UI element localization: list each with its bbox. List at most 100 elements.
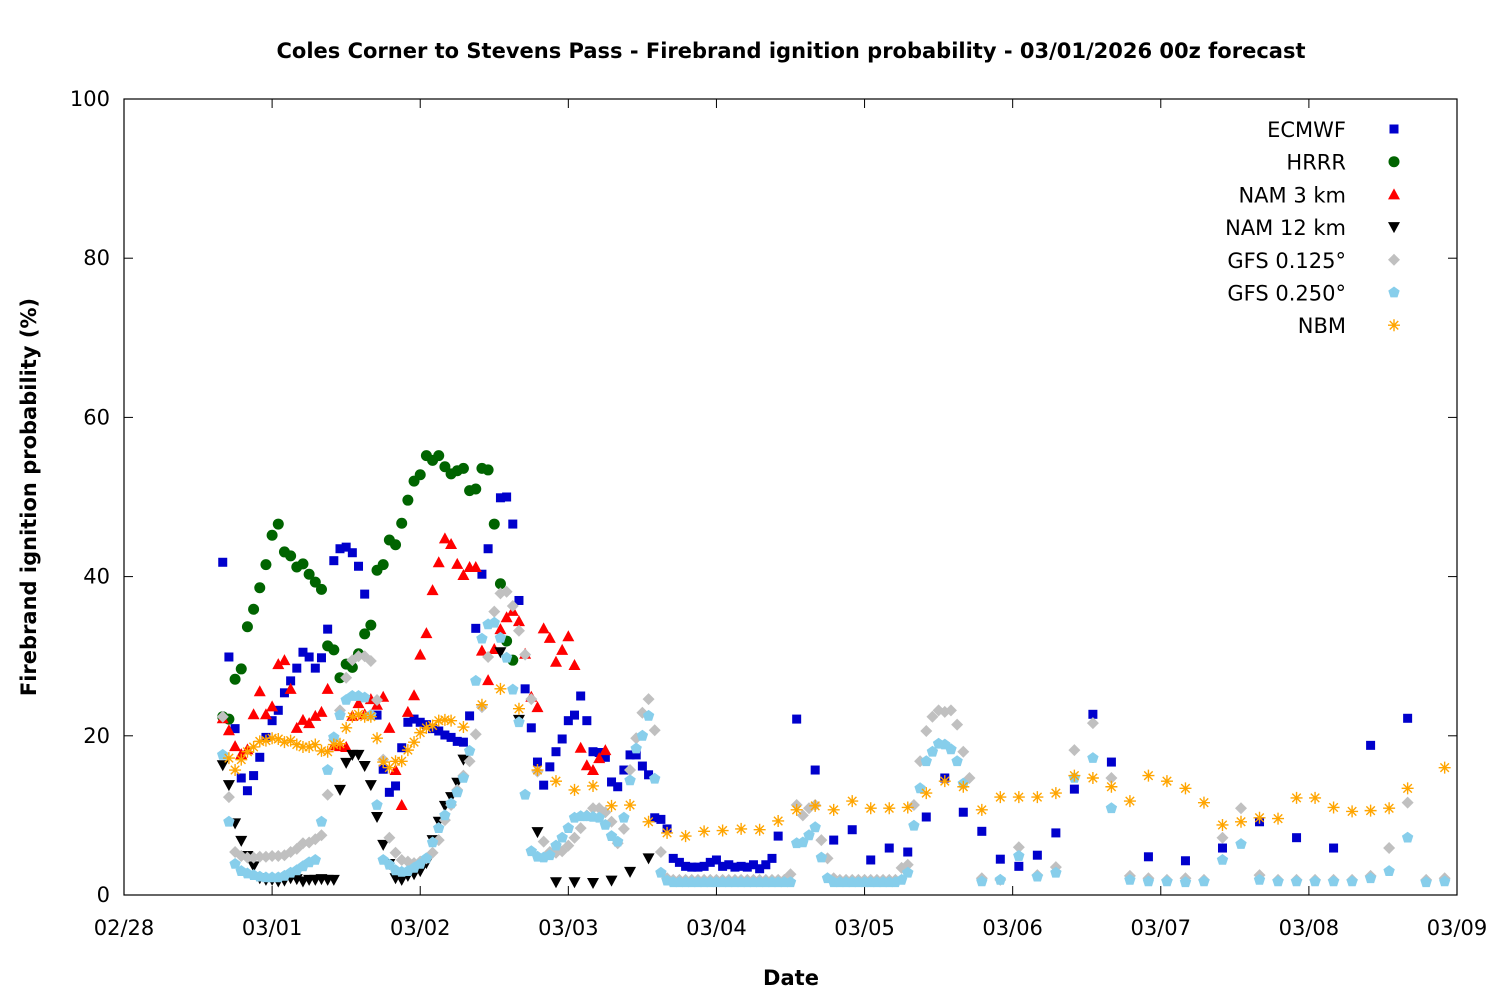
- data-point: [309, 709, 322, 721]
- data-point: [315, 815, 328, 827]
- x-axis-label: Date: [763, 966, 819, 990]
- data-point: [1290, 791, 1303, 804]
- data-point: [920, 755, 932, 767]
- data-point: [390, 539, 402, 551]
- data-point: [568, 658, 581, 670]
- data-point: [512, 615, 525, 627]
- data-point: [883, 802, 896, 815]
- data-point: [724, 860, 734, 870]
- data-point: [636, 729, 649, 741]
- data-point: [255, 752, 265, 762]
- data-point: [364, 654, 377, 667]
- data-point: [549, 877, 562, 889]
- data-point: [222, 752, 235, 765]
- data-point: [556, 643, 569, 655]
- data-point: [457, 569, 470, 581]
- data-point: [445, 537, 458, 549]
- data-point: [551, 747, 561, 757]
- x-tick-label: 03/03: [538, 916, 599, 940]
- data-point: [617, 822, 630, 835]
- data-point: [500, 651, 513, 663]
- data-point: [488, 518, 500, 530]
- data-point: [655, 866, 667, 878]
- data-point: [846, 795, 859, 808]
- data-point: [809, 821, 821, 833]
- data-point: [439, 461, 451, 473]
- data-point: [1086, 717, 1099, 730]
- data-point: [1180, 856, 1190, 866]
- x-axis: 02/28 03/01 03/02 03/03 03/04 03/05 03/06 03/07…: [94, 99, 1487, 940]
- data-point: [568, 783, 581, 796]
- data-point: [253, 850, 266, 863]
- data-point: [230, 724, 240, 734]
- data-point: [1014, 861, 1024, 871]
- data-point: [1032, 850, 1042, 860]
- data-point: [624, 799, 637, 812]
- data-point: [452, 736, 462, 746]
- data-point: [977, 826, 987, 836]
- data-point: [482, 464, 494, 476]
- data-point: [1031, 870, 1044, 882]
- data-point: [284, 734, 297, 747]
- data-point: [792, 714, 802, 724]
- data-point: [1142, 875, 1155, 887]
- data-point: [470, 483, 482, 495]
- data-point: [401, 705, 414, 717]
- data-point: [365, 619, 377, 631]
- data-point: [488, 605, 501, 618]
- data-point: [477, 569, 487, 579]
- data-point: [644, 770, 654, 780]
- data-point: [1403, 713, 1413, 723]
- data-point: [389, 755, 402, 768]
- data-point: [605, 799, 618, 812]
- data-point: [631, 750, 641, 760]
- data-point: [426, 584, 439, 596]
- data-point: [247, 861, 260, 873]
- legend-label: NAM 3 km: [1238, 183, 1346, 207]
- data-point: [612, 835, 624, 847]
- data-point: [945, 743, 957, 755]
- data-point: [403, 717, 413, 727]
- data-point: [531, 701, 544, 713]
- data-point: [334, 709, 346, 720]
- data-point: [451, 557, 464, 569]
- legend: ECMWF HRRR NAM 3 km NAM 12 km GFS 0.125° GFS …: [1225, 118, 1400, 338]
- data-point: [222, 791, 235, 804]
- legend-marker: [1388, 253, 1400, 266]
- data-point: [520, 684, 530, 694]
- data-point: [1364, 872, 1377, 884]
- data-point: [470, 674, 482, 686]
- data-point: [502, 492, 512, 502]
- data-point: [253, 685, 266, 697]
- data-point: [1327, 875, 1340, 887]
- data-point: [1401, 782, 1414, 795]
- data-point: [902, 866, 914, 878]
- data-point: [371, 799, 383, 810]
- data-point: [661, 826, 674, 839]
- data-point: [705, 857, 715, 867]
- data-point: [679, 830, 692, 843]
- data-point: [266, 529, 278, 541]
- data-point: [1346, 805, 1359, 818]
- data-point: [884, 843, 894, 853]
- series-nbm: [222, 682, 1451, 843]
- data-point: [401, 744, 414, 757]
- data-point: [495, 493, 505, 503]
- data-point: [340, 757, 353, 769]
- data-point: [475, 698, 488, 711]
- data-point: [994, 791, 1007, 804]
- y-tick-label: 80: [83, 246, 110, 270]
- data-point: [957, 780, 970, 793]
- data-point: [278, 736, 291, 749]
- data-point: [654, 846, 667, 859]
- data-point: [593, 752, 606, 764]
- data-point: [650, 813, 660, 823]
- data-point: [463, 755, 476, 768]
- data-point: [624, 774, 636, 786]
- data-point: [1309, 875, 1321, 887]
- data-point: [409, 714, 419, 724]
- data-point: [354, 561, 364, 571]
- data-point: [920, 725, 933, 738]
- data-point: [1197, 796, 1210, 809]
- data-point: [736, 861, 746, 871]
